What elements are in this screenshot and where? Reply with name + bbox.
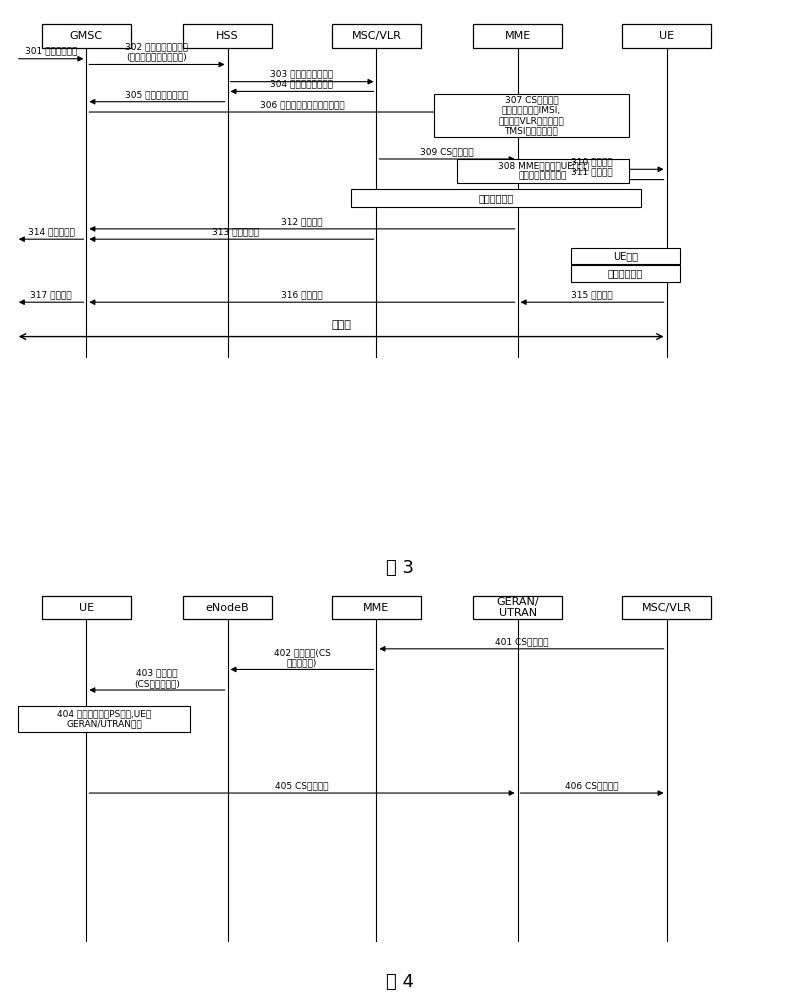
FancyBboxPatch shape — [42, 597, 131, 619]
FancyBboxPatch shape — [571, 265, 680, 281]
Text: GERAN/
UTRAN: GERAN/ UTRAN — [496, 597, 539, 618]
Text: 303 提供漫游号码请求: 303 提供漫游号码请求 — [270, 69, 334, 78]
Text: 403 寻呼请求
(CS域寻呼指示): 403 寻呼请求 (CS域寻呼指示) — [134, 668, 180, 688]
Text: HSS: HSS — [216, 31, 239, 41]
FancyBboxPatch shape — [571, 248, 680, 264]
FancyBboxPatch shape — [473, 597, 562, 619]
Text: 分配通讯信道: 分配通讯信道 — [478, 193, 514, 203]
Text: 309 CS寻呼响应: 309 CS寻呼响应 — [420, 147, 474, 156]
FancyBboxPatch shape — [622, 597, 711, 619]
FancyBboxPatch shape — [434, 93, 629, 138]
Text: 308 MME开始呼叫UE，进行
呼叫电路域回落过程: 308 MME开始呼叫UE，进行 呼叫电路域回落过程 — [498, 162, 589, 181]
Text: 405 CS寻呼响应: 405 CS寻呼响应 — [275, 782, 329, 791]
Text: MSC/VLR: MSC/VLR — [642, 603, 691, 613]
Text: MSC/VLR: MSC/VLR — [351, 31, 402, 41]
Text: GMSC: GMSC — [70, 31, 103, 41]
Text: 302 发送路由信息请求
(主叫号码和业务类型等): 302 发送路由信息请求 (主叫号码和业务类型等) — [126, 42, 189, 61]
Text: eNodeB: eNodeB — [206, 603, 250, 613]
Text: 317 应答消息: 317 应答消息 — [30, 290, 72, 299]
FancyBboxPatch shape — [332, 597, 421, 619]
FancyBboxPatch shape — [332, 24, 421, 48]
FancyBboxPatch shape — [18, 706, 190, 732]
Text: 用户接听电话: 用户接听电话 — [608, 268, 643, 278]
FancyBboxPatch shape — [458, 159, 629, 183]
Text: MME: MME — [363, 603, 390, 613]
FancyBboxPatch shape — [42, 24, 131, 48]
Text: 304 提供漫游号码响应: 304 提供漫游号码响应 — [270, 79, 334, 88]
Text: 401 CS寻呼请求: 401 CS寻呼请求 — [494, 637, 548, 646]
Text: UE: UE — [79, 603, 94, 613]
Text: 305 发送路由信息响应: 305 发送路由信息响应 — [126, 89, 189, 98]
Text: 314 地址全消息: 314 地址全消息 — [28, 227, 74, 236]
Text: 313 地址全消息: 313 地址全消息 — [212, 227, 259, 236]
Text: 404 小区重选或者PS切换,UE从
GERAN/UTRAN接入: 404 小区重选或者PS切换,UE从 GERAN/UTRAN接入 — [57, 710, 151, 729]
Text: 311 呼叫证实: 311 呼叫证实 — [571, 168, 613, 177]
Text: 310 呼叫建立: 310 呼叫建立 — [571, 158, 613, 167]
Text: 406 CS寻呼响应: 406 CS寻呼响应 — [566, 782, 619, 791]
Text: 316 应答消息: 316 应答消息 — [281, 290, 323, 299]
Text: UE: UE — [659, 31, 674, 41]
Text: 301 初始地址消息: 301 初始地址消息 — [25, 46, 78, 55]
FancyBboxPatch shape — [473, 24, 562, 48]
FancyBboxPatch shape — [183, 24, 272, 48]
FancyBboxPatch shape — [622, 24, 711, 48]
Text: MME: MME — [505, 31, 530, 41]
FancyBboxPatch shape — [183, 597, 272, 619]
Text: 402 寻呼请求(CS
域寻呼指示): 402 寻呼请求(CS 域寻呼指示) — [274, 648, 330, 667]
Text: 312 接转消息: 312 接转消息 — [282, 217, 322, 226]
Text: 307 CS寻呼请求
（用户永久标识IMSI,
用户在本VLR的临时标识
TMSI，位置信息）: 307 CS寻呼请求 （用户永久标识IMSI, 用户在本VLR的临时标识 TMS… — [498, 95, 564, 136]
Text: UE接听: UE接听 — [613, 251, 638, 261]
Text: 306 初始地址消息（呼叫信息）: 306 初始地址消息（呼叫信息） — [260, 100, 344, 110]
Text: 图 3: 图 3 — [386, 559, 414, 577]
FancyBboxPatch shape — [351, 189, 641, 207]
Text: 通话中: 通话中 — [331, 320, 351, 330]
Text: 315 被叫应答: 315 被叫应答 — [571, 290, 613, 299]
Text: 图 4: 图 4 — [386, 973, 414, 991]
